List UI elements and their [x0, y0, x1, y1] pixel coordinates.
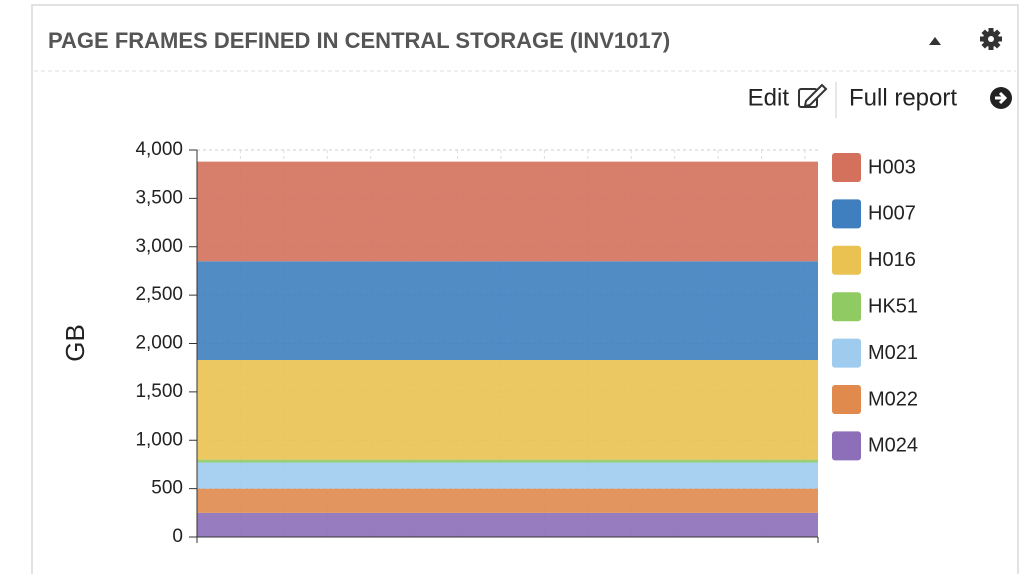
y-tick-label: 3,000 — [135, 236, 183, 257]
area — [197, 462, 818, 489]
report-icon[interactable] — [990, 87, 1012, 109]
legend-swatch — [832, 292, 861, 322]
edit-icon[interactable] — [798, 83, 828, 108]
y-tick-label: 1,500 — [135, 381, 183, 402]
y-tick-label: 1,000 — [135, 429, 183, 450]
legend-label: M024 — [868, 435, 918, 457]
legend-label: M022 — [868, 388, 918, 410]
legend-label: H016 — [868, 249, 916, 271]
area — [197, 261, 818, 360]
edit-link[interactable]: Edit — [748, 84, 790, 111]
legend-label: M021 — [868, 342, 918, 364]
legend-swatch — [832, 199, 861, 229]
y-tick-label: 4,000 — [135, 139, 183, 160]
legend-swatch — [832, 385, 861, 414]
area — [197, 161, 818, 262]
y-tick-label: 500 — [151, 478, 183, 499]
area — [197, 459, 818, 463]
area — [197, 359, 818, 460]
legend-swatch — [832, 153, 861, 182]
report-link[interactable]: Full report — [849, 84, 957, 111]
y-axis-label: GB — [60, 324, 90, 362]
settings-icon[interactable] — [980, 28, 1002, 50]
legend-label: H003 — [868, 156, 916, 178]
legend-swatch — [832, 431, 861, 461]
y-tick-label: 2,500 — [135, 284, 183, 305]
legend-label: HK51 — [868, 295, 918, 317]
collapse-icon[interactable] — [929, 37, 941, 45]
panel-title: PAGE FRAMES DEFINED IN CENTRAL STORAGE (… — [48, 28, 670, 53]
area — [197, 512, 818, 537]
y-tick-label: 3,500 — [135, 187, 183, 208]
y-tick-label: 0 — [172, 526, 183, 547]
legend-label: H007 — [868, 203, 916, 225]
area — [197, 488, 818, 513]
y-tick-label: 2,000 — [135, 333, 183, 354]
legend-swatch — [832, 338, 861, 368]
legend-swatch — [832, 245, 861, 275]
